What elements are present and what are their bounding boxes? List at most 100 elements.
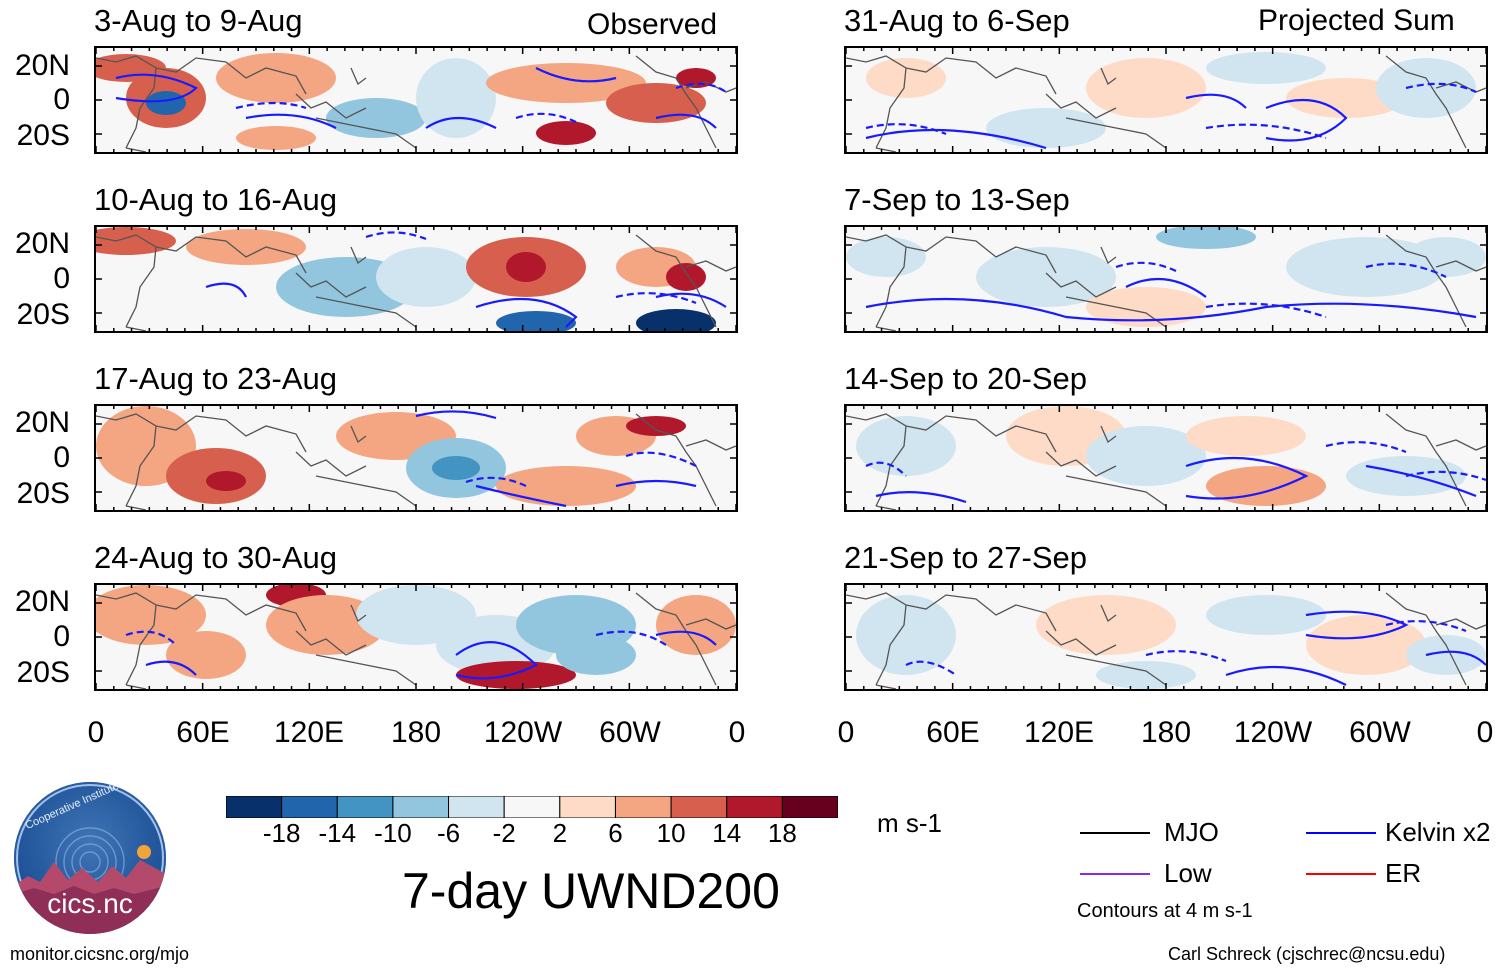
anomaly-shading xyxy=(626,416,686,436)
panel-title: 21-Sep to 27-Sep xyxy=(844,540,1088,575)
coastlines xyxy=(96,413,736,510)
anomaly-shading xyxy=(236,126,316,150)
lat-tick-label: 20S xyxy=(16,477,70,510)
lon-tick-label: 180 xyxy=(1140,716,1192,749)
kelvin-contour xyxy=(1185,456,1309,500)
legend-line-er xyxy=(1306,873,1376,875)
anomaly-shading xyxy=(1156,227,1256,249)
map-plot xyxy=(846,48,1486,152)
kelvin-contour xyxy=(425,117,497,129)
anomaly-shading xyxy=(432,456,480,480)
kelvin-contour xyxy=(205,282,247,298)
anomaly-shading xyxy=(866,58,946,98)
anomaly-shading xyxy=(486,63,646,103)
colorbar-swatch xyxy=(448,796,505,818)
panel-title: 17-Aug to 23-Aug xyxy=(94,361,338,396)
column-title-projected: Projected Sum xyxy=(1258,4,1455,37)
anomaly-shading xyxy=(1306,615,1426,675)
anomaly-shading xyxy=(856,595,956,675)
coastlines xyxy=(96,234,736,331)
footer-credit: Carl Schreck (cjschrec@ncsu.edu) xyxy=(1168,944,1446,964)
colorbar-swatch xyxy=(781,796,838,818)
anomaly-shading xyxy=(216,53,336,103)
colorbar-swatch xyxy=(226,796,283,818)
kelvin-contour xyxy=(475,297,578,328)
main-title: 7-day UWND200 xyxy=(402,863,780,919)
colorbar-swatch xyxy=(726,796,783,818)
lon-tick-label: 180 xyxy=(390,716,442,749)
kelvin-contour xyxy=(1205,302,1327,319)
map-plot xyxy=(96,48,736,152)
axis-ticks xyxy=(96,48,736,152)
kelvin-contour xyxy=(595,630,667,646)
axis-ticks xyxy=(846,48,1486,152)
anomaly-shading xyxy=(326,98,426,138)
legend-label-er: ER xyxy=(1385,858,1422,888)
panel-title: 10-Aug to 16-Aug xyxy=(94,182,338,217)
colorbar xyxy=(226,796,838,818)
kelvin-contour xyxy=(145,660,197,676)
coastlines xyxy=(846,592,1486,689)
anomaly-shading xyxy=(666,263,706,291)
kelvin-contour xyxy=(1265,98,1348,142)
colorbar-tick-label: 2 xyxy=(552,818,568,848)
kelvin-contour xyxy=(465,476,527,487)
lat-tick-label: 0 xyxy=(53,262,70,295)
map-panel xyxy=(94,225,738,333)
anomaly-shading xyxy=(1186,416,1306,456)
kelvin-contour xyxy=(1125,277,1207,298)
kelvin-contour xyxy=(905,660,957,676)
kelvin-contour xyxy=(1115,261,1177,272)
map-panel xyxy=(94,404,738,512)
kelvin-contour xyxy=(125,630,177,646)
anomaly-shading xyxy=(166,631,246,679)
lat-tick-label: 20N xyxy=(14,585,70,618)
anomaly-shading xyxy=(1406,635,1486,675)
anomaly-shading xyxy=(376,247,476,307)
colorbar-tick-label: -18 xyxy=(262,818,301,848)
lon-tick-label: 60E xyxy=(176,716,230,749)
anomaly-shading xyxy=(656,595,736,655)
kelvin-contour xyxy=(865,128,1047,150)
anomaly-shading xyxy=(1206,595,1326,635)
lat-tick-label: 20N xyxy=(14,49,70,82)
lat-tick-label: 20N xyxy=(14,406,70,439)
anomaly-shading xyxy=(536,121,596,145)
anomaly-shading xyxy=(986,108,1106,148)
anomaly-shading xyxy=(1086,287,1206,327)
kelvin-contour xyxy=(1185,93,1247,109)
anomaly-shading xyxy=(976,247,1116,307)
map-panel xyxy=(94,583,738,691)
lat-tick-label: 0 xyxy=(53,441,70,474)
anomaly-shading xyxy=(846,237,926,277)
legend-label-kelvin: Kelvin x2 xyxy=(1385,817,1491,847)
lon-tick-label: 120E xyxy=(273,716,345,749)
legend-line-mjo xyxy=(1080,832,1150,834)
kelvin-contour xyxy=(455,641,538,680)
lon-tick-label: 0 xyxy=(1476,716,1494,749)
kelvin-contour xyxy=(655,630,717,646)
lon-tick-label: 0 xyxy=(837,716,855,749)
anomaly-shading xyxy=(96,585,206,645)
kelvin-contour xyxy=(515,112,577,123)
map-panel xyxy=(844,404,1488,512)
anomaly-shading xyxy=(1086,58,1206,118)
colorbar-swatch xyxy=(392,796,450,818)
anomaly-shading xyxy=(456,661,576,689)
anomaly-shading xyxy=(496,466,636,506)
units-label: m s-1 xyxy=(877,808,942,838)
axis-ticks xyxy=(96,406,736,510)
map-plot xyxy=(846,406,1486,510)
anomaly-shading xyxy=(146,91,186,115)
kelvin-contour xyxy=(625,451,697,467)
kelvin-contour xyxy=(1365,464,1477,498)
lon-tick-label: 60W xyxy=(1349,716,1411,749)
map-plot xyxy=(846,585,1486,689)
kelvin-contour xyxy=(235,101,307,110)
panel-title: 31-Aug to 6-Sep xyxy=(844,3,1070,38)
column-title-observed: Observed xyxy=(587,8,718,41)
kelvin-contour xyxy=(865,461,907,477)
axis-ticks xyxy=(96,585,736,689)
anomaly-shading xyxy=(1376,58,1476,118)
axis-ticks xyxy=(846,406,1486,510)
